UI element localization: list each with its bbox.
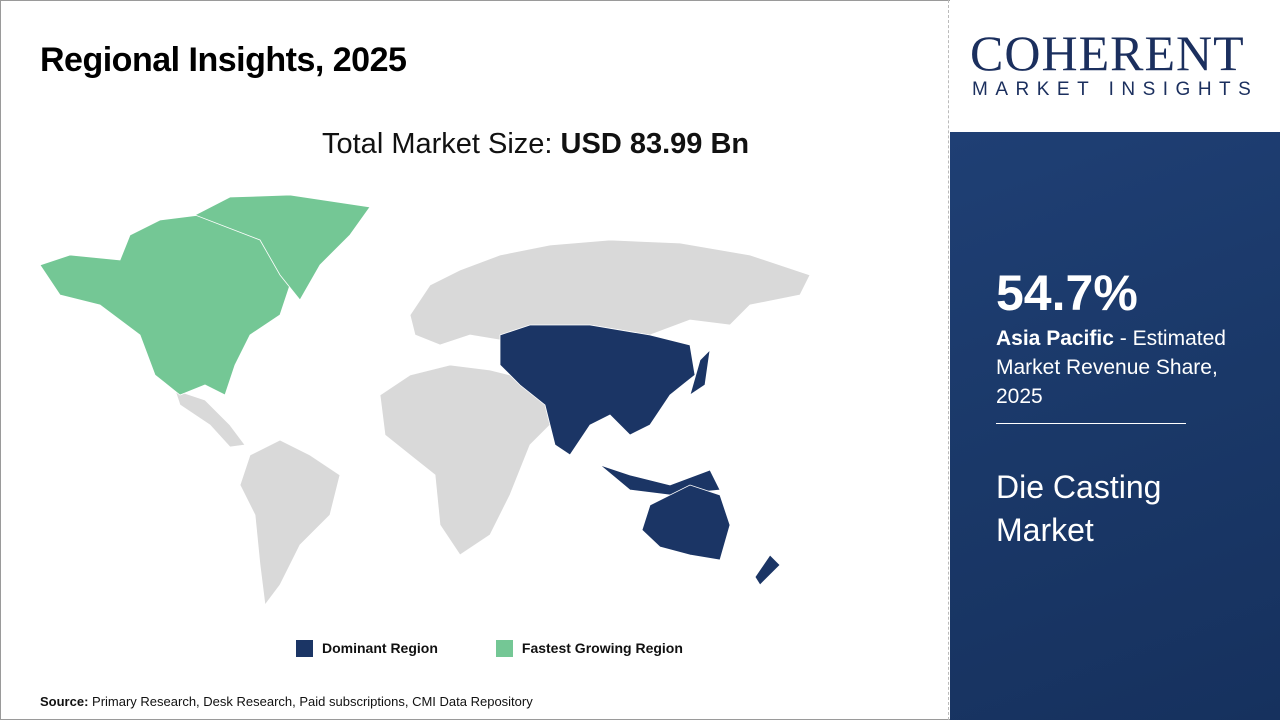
total-label: Total Market Size: — [322, 128, 561, 160]
source-text: Primary Research, Desk Research, Paid su… — [88, 694, 533, 709]
fastest-growing-region-north-america — [39, 194, 371, 396]
legend-swatch — [296, 639, 313, 657]
legend-label: Dominant Region — [322, 640, 438, 656]
divider-line — [996, 423, 1186, 424]
japan — [689, 348, 711, 396]
australia — [641, 484, 731, 561]
south-america — [239, 439, 341, 607]
europe-russia — [409, 239, 811, 346]
new-zealand — [754, 554, 781, 586]
total-market-size: Total Market Size: USD 83.99 Bn — [322, 126, 749, 162]
share-value: 54.7% — [996, 265, 1138, 321]
logo-subtext: MARKET INSIGHTS — [972, 79, 1259, 100]
info-panel: 54.7% Asia Pacific - Estimated Market Re… — [950, 132, 1280, 720]
greenland — [194, 194, 371, 301]
other-regions — [174, 239, 811, 607]
divider — [948, 0, 949, 720]
world-map — [39, 194, 811, 607]
central-america — [174, 389, 246, 448]
legend-swatch — [495, 639, 513, 657]
market-name: Die Casting Market — [996, 469, 1162, 548]
logo-text: COHERENT — [970, 25, 1245, 81]
share-description: Asia Pacific - Estimated Market Revenue … — [996, 324, 1256, 411]
legend-dominant: Dominant Region — [296, 638, 438, 658]
logo: COHERENT MARKET INSIGHTS — [950, 0, 1280, 132]
source-label: Source: — [40, 694, 89, 709]
source-note: Source: Primary Research, Desk Research,… — [40, 694, 533, 710]
share-desc-text: - Estimated Market Revenue Share, 2025 — [996, 327, 1226, 408]
asia — [499, 324, 696, 456]
page-title: Regional Insights, 2025 — [40, 41, 407, 79]
dominant-region-asia-pacific — [499, 324, 781, 586]
map-legend: Dominant Region Fastest Growing Region — [296, 638, 683, 658]
region-name: Asia Pacific — [996, 327, 1114, 350]
legend-fastest: Fastest Growing Region — [495, 638, 683, 658]
africa-middle-east — [379, 364, 591, 556]
legend-label: Fastest Growing Region — [521, 640, 683, 656]
total-value: USD 83.99 Bn — [560, 128, 750, 160]
north-america — [39, 214, 291, 396]
